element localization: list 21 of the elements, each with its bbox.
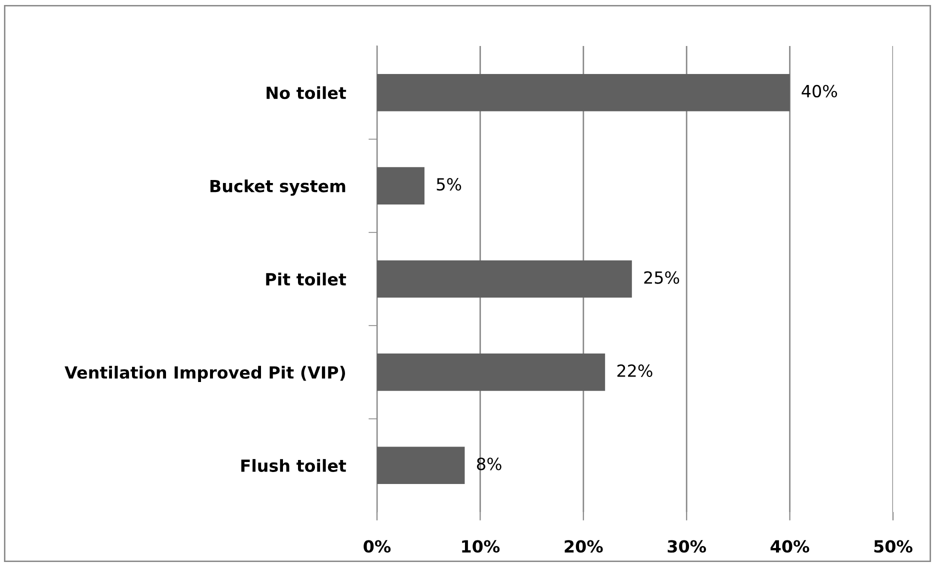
y-tick-label: Ventilation Improved Pit (VIP)	[64, 366, 346, 382]
x-tick-label: 30%	[668, 540, 706, 553]
x-tick-label: 20%	[564, 540, 603, 553]
bar	[377, 354, 606, 391]
bar	[377, 446, 465, 484]
data-label: 8%	[476, 458, 502, 470]
data-label: 5%	[436, 178, 462, 191]
y-tick-label: Bucket system	[210, 179, 346, 196]
x-tick-label: 10%	[462, 540, 500, 553]
bar	[377, 167, 424, 204]
y-tick-label: Pit toilet	[266, 272, 346, 286]
bar	[377, 74, 790, 112]
y-tick-label: Flush toilet	[241, 459, 346, 472]
y-tick-label: No toilet	[266, 86, 346, 100]
data-label: 22%	[617, 364, 652, 378]
x-tick-label: 0%	[364, 540, 391, 553]
data-label: 25%	[644, 271, 680, 284]
x-tick-label: 40%	[770, 540, 810, 553]
data-label: 40%	[802, 84, 838, 98]
x-tick-label: 50%	[874, 540, 912, 553]
bar	[377, 260, 632, 298]
